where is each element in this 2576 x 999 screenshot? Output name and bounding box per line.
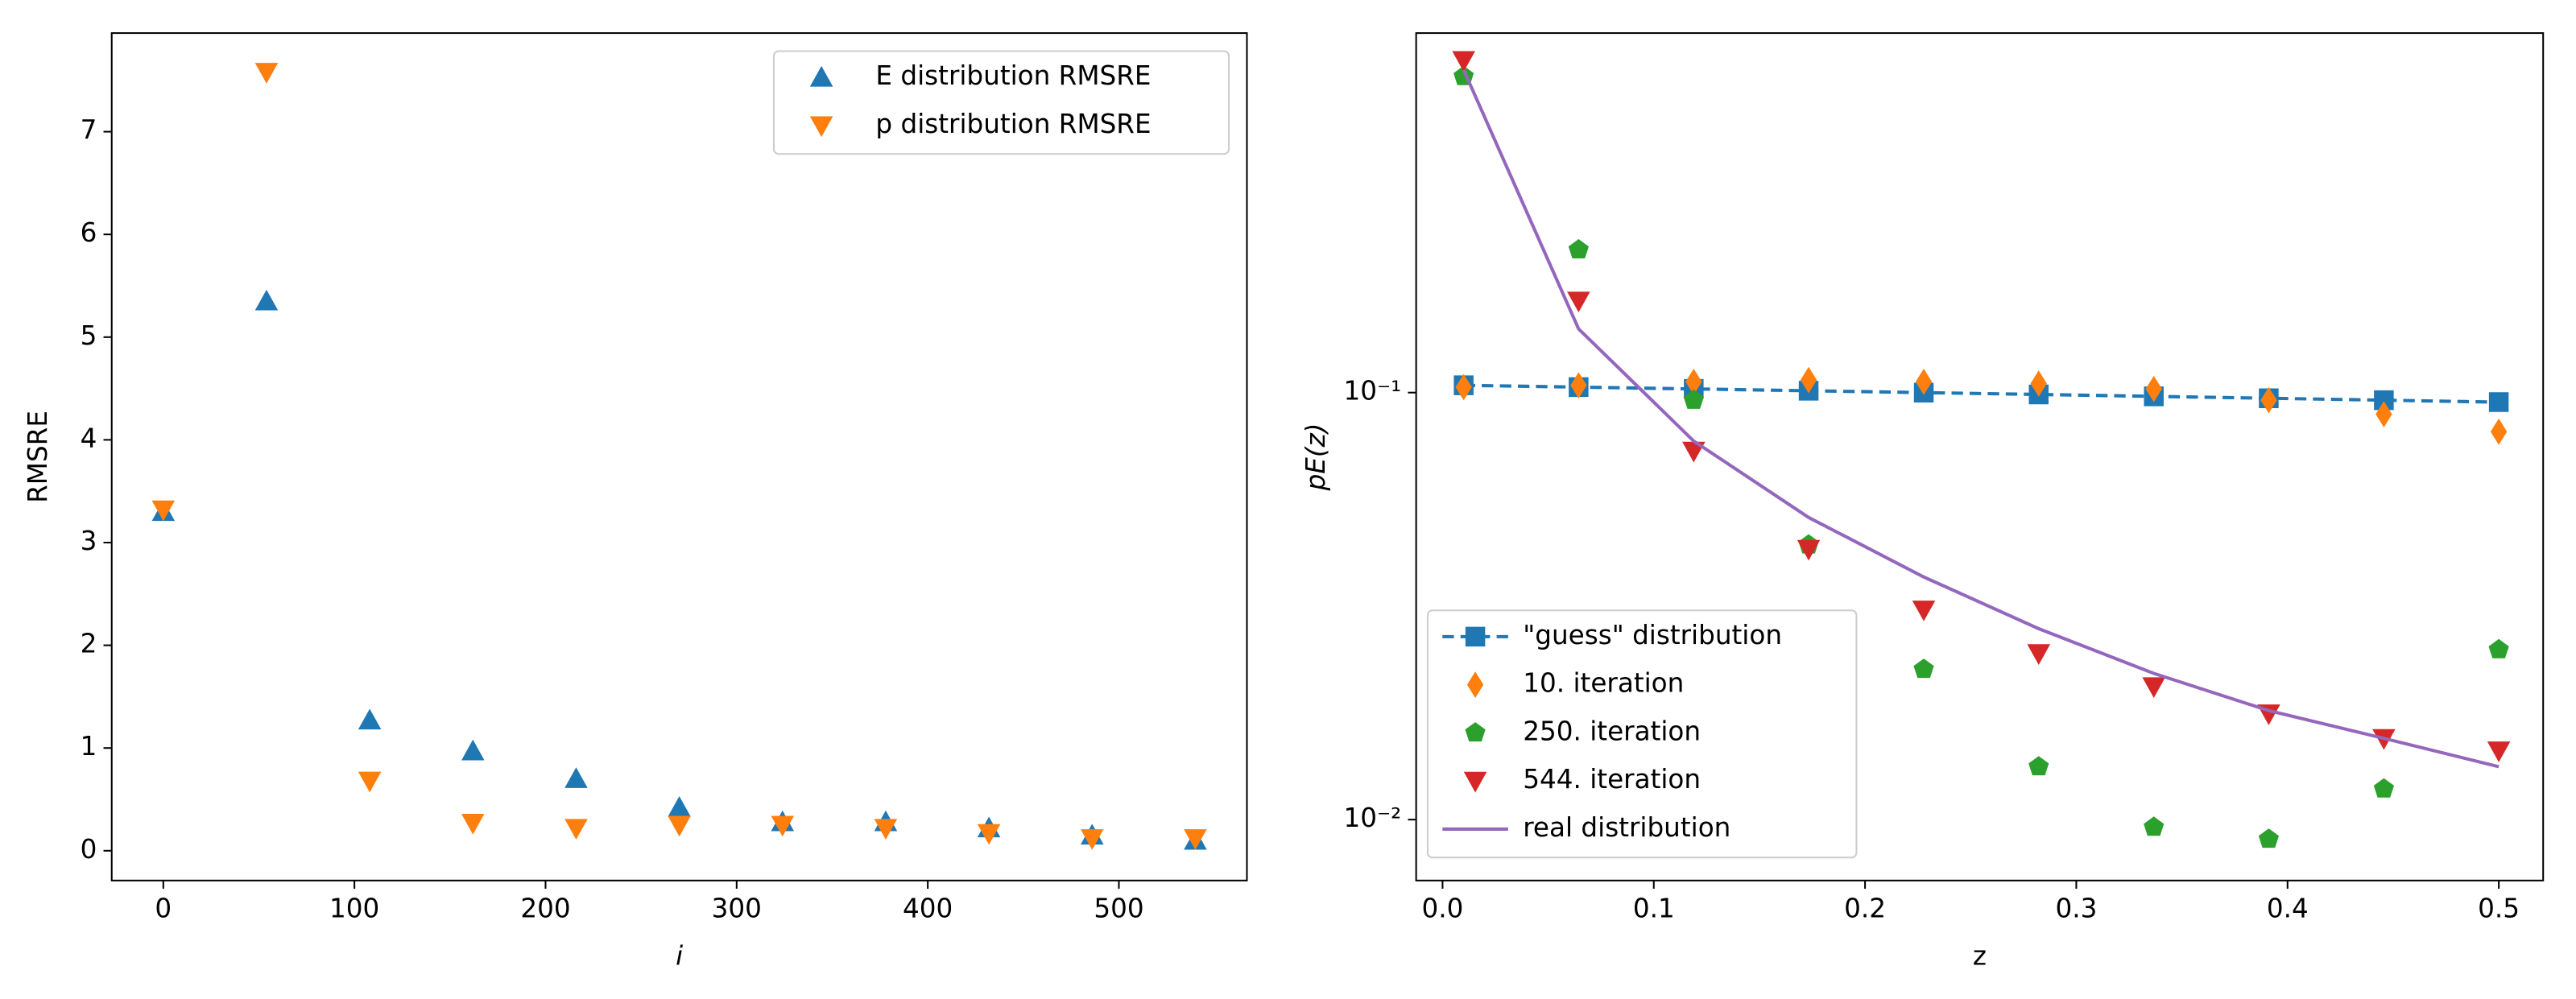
x-tick-label: 0.4 [2267, 894, 2309, 924]
marker [1915, 368, 1933, 395]
marker [358, 708, 382, 730]
marker [1570, 372, 1587, 398]
marker [2027, 644, 2051, 665]
marker [2487, 741, 2511, 762]
y-axis-label: pE(z) [1300, 423, 1331, 492]
marker [461, 813, 485, 835]
legend-label: "guess" distribution [1523, 620, 1782, 650]
marker [1912, 601, 1936, 621]
x-tick-label: 0.2 [1844, 894, 1886, 924]
y-tick-label: 10⁻² [1343, 803, 1401, 833]
marker [1797, 539, 1821, 561]
y-tick-label: 10⁻¹ [1343, 376, 1401, 407]
marker [1080, 829, 1104, 850]
x-tick-label: 0.0 [1421, 894, 1463, 924]
x-tick-label: 100 [329, 894, 379, 924]
series-line [1462, 68, 2500, 769]
plot-frame [110, 32, 1248, 881]
marker [1568, 239, 1589, 259]
x-tick-label: 400 [903, 894, 953, 924]
series-line [1463, 383, 2500, 404]
x-axis-label: i [676, 941, 683, 972]
marker [874, 819, 898, 840]
marker [668, 795, 691, 817]
legend-label: 10. iteration [1523, 668, 1684, 699]
marker [1682, 441, 1706, 463]
marker [151, 500, 176, 522]
marker [2374, 390, 2394, 411]
marker [2490, 418, 2508, 445]
marker [1685, 368, 1702, 395]
x-tick-label: 0.1 [1633, 894, 1675, 924]
legend-marker [1465, 722, 1486, 742]
x-tick-label: 200 [520, 894, 570, 924]
x-tick-label: 0 [155, 894, 172, 924]
marker [2488, 392, 2509, 412]
legend-marker [809, 65, 833, 87]
y-tick-label: 6 [81, 217, 97, 248]
marker [564, 767, 588, 788]
marker [1184, 829, 1207, 850]
legend-label: real distribution [1523, 812, 1730, 843]
marker [2488, 638, 2509, 658]
y-tick-label: 3 [81, 526, 97, 556]
legend-marker [1463, 771, 1487, 793]
marker [2258, 828, 2280, 848]
y-tick-label: 1 [81, 731, 97, 762]
y-axis-label: RMSRE [23, 411, 53, 503]
marker [461, 739, 485, 761]
marker [1683, 389, 1704, 409]
marker [2144, 816, 2165, 836]
x-tick-label: 0.5 [2478, 894, 2520, 924]
y-tick-label: 5 [81, 320, 97, 351]
marker [771, 815, 795, 837]
marker [254, 63, 279, 84]
marker [2373, 778, 2395, 798]
marker [254, 289, 279, 311]
marker [2142, 677, 2165, 699]
marker [1913, 658, 1934, 679]
legend-label: 250. iteration [1523, 716, 1701, 746]
marker [358, 771, 382, 793]
legend-marker [809, 116, 833, 138]
marker [668, 815, 691, 837]
y-tick-label: 7 [81, 115, 97, 146]
legend-box [1426, 609, 1858, 859]
marker [2028, 756, 2049, 776]
legend-label: p distribution RMSRE [875, 109, 1151, 139]
x-tick-label: 500 [1094, 894, 1143, 924]
x-tick-label: 0.3 [2055, 894, 2097, 924]
legend-label: E distribution RMSRE [875, 60, 1151, 91]
x-axis-label: z [1973, 941, 1987, 972]
plot-frame [1415, 32, 2545, 881]
x-tick-label: 300 [712, 894, 762, 924]
marker [1455, 374, 1472, 401]
legend-label: 544. iteration [1523, 764, 1701, 795]
y-tick-label: 0 [81, 834, 97, 865]
marker [1567, 291, 1590, 313]
legend-marker [1466, 671, 1484, 698]
legend-marker [1465, 626, 1486, 647]
marker [977, 824, 1001, 845]
y-tick-label: 2 [81, 629, 97, 659]
y-tick-label: 4 [81, 423, 97, 453]
legend-box [772, 50, 1230, 155]
marker [564, 819, 588, 840]
marker [1452, 51, 1475, 72]
